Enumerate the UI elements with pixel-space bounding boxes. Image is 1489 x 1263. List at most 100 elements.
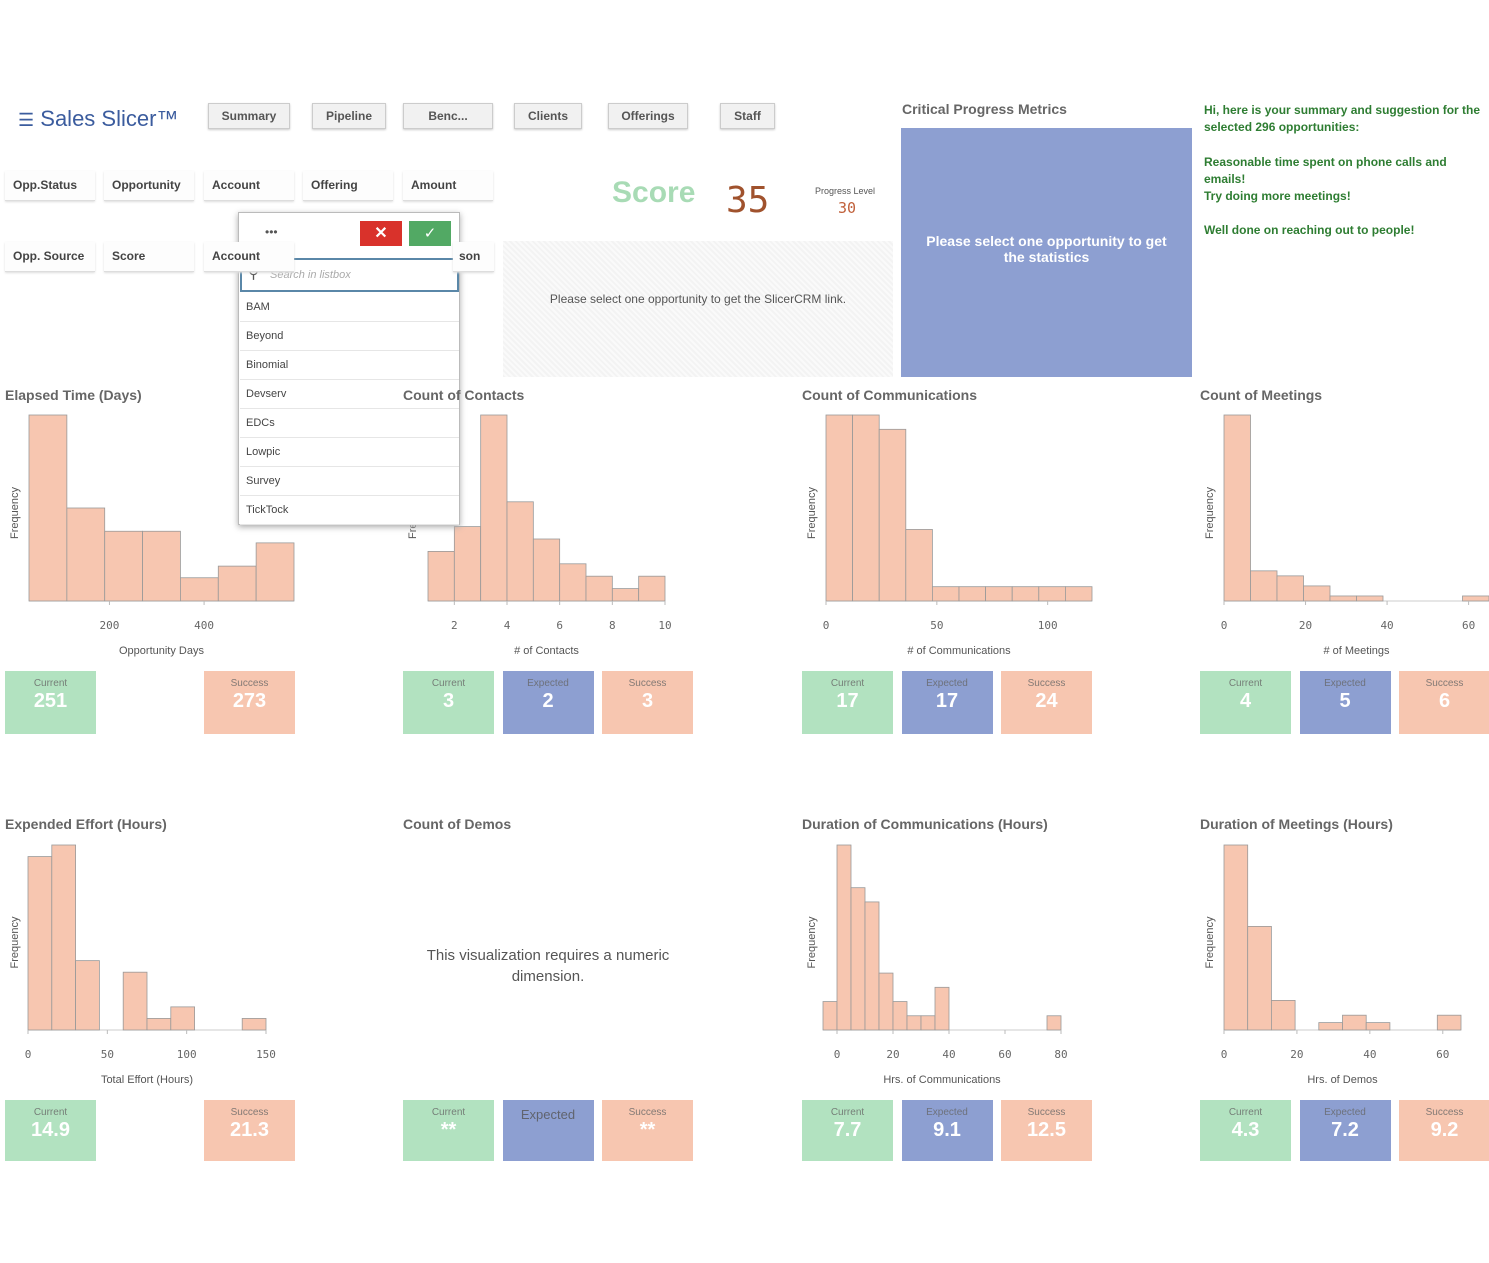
bar bbox=[142, 530, 181, 602]
confirm-button[interactable]: ✓ bbox=[409, 221, 451, 246]
filter-button[interactable]: Offering bbox=[303, 171, 393, 201]
search-box[interactable]: ⚲ Search in listbox bbox=[240, 258, 459, 292]
kpi-label: Current bbox=[431, 678, 466, 689]
kpi-box: Current 7.7 bbox=[802, 1100, 893, 1161]
bar bbox=[892, 1001, 908, 1031]
kpi-box: Success 12.5 bbox=[1001, 1100, 1092, 1161]
kpi-label: Success bbox=[1027, 678, 1066, 689]
filter-button[interactable]: Account bbox=[204, 242, 294, 272]
bar bbox=[1271, 1000, 1296, 1031]
list-item[interactable]: Binomial bbox=[240, 351, 459, 380]
panel-title: Duration of Communications (Hours) bbox=[802, 816, 1048, 832]
link-message: Please select one opportunity to get the… bbox=[503, 241, 893, 377]
list-item[interactable]: Devserv bbox=[240, 380, 459, 409]
x-tick-label: 50 bbox=[101, 1048, 114, 1061]
kpi-value: 7.2 bbox=[1331, 1119, 1359, 1141]
logo: ☰ Sales Slicer™ bbox=[18, 106, 179, 131]
bar bbox=[255, 542, 295, 602]
kpi-value: 21.3 bbox=[230, 1119, 269, 1141]
y-axis-label: Frequency bbox=[1204, 916, 1216, 968]
kpi-box: Current 17 bbox=[802, 671, 893, 734]
list-item[interactable]: TickTock bbox=[240, 496, 459, 525]
menu[interactable]: ••• bbox=[265, 225, 278, 239]
nav-button[interactable]: Offerings bbox=[608, 103, 688, 129]
bar bbox=[146, 1018, 172, 1031]
bar bbox=[934, 986, 950, 1031]
kpi-label: Current bbox=[830, 1107, 865, 1118]
y-axis-label: Frequency bbox=[806, 916, 818, 968]
summary-line: Hi, here is your summary and suggestion … bbox=[1204, 103, 1481, 134]
progress-value: 30 bbox=[838, 199, 857, 217]
y-axis-label: Frequency bbox=[9, 487, 21, 539]
bar bbox=[217, 565, 257, 602]
bar bbox=[559, 563, 587, 602]
list-item[interactable]: EDCs bbox=[240, 409, 459, 438]
x-tick-label: 40 bbox=[1363, 1048, 1376, 1061]
bar bbox=[480, 414, 508, 602]
progress-label: Progress Level bbox=[815, 186, 876, 196]
nav-button[interactable]: Clients bbox=[514, 103, 582, 129]
kpi-value: 12.5 bbox=[1027, 1119, 1066, 1141]
bar bbox=[1436, 1014, 1462, 1031]
kpi-box: Current 251 bbox=[5, 671, 96, 734]
x-axis-label: Total Effort (Hours) bbox=[101, 1074, 193, 1086]
filter-button[interactable]: Score bbox=[104, 242, 194, 272]
bar bbox=[1342, 1014, 1367, 1031]
kpi-box: Current 3 bbox=[403, 671, 494, 734]
list-item[interactable]: Beyond bbox=[240, 322, 459, 351]
nav-button[interactable]: Pipeline bbox=[312, 103, 386, 129]
bar bbox=[958, 586, 987, 602]
nav-button[interactable]: Summary bbox=[208, 103, 290, 129]
filter-button[interactable]: Account bbox=[204, 171, 294, 201]
x-tick-label: 10 bbox=[658, 619, 671, 632]
x-tick-label: 60 bbox=[1462, 619, 1475, 632]
x-tick-label: 100 bbox=[1038, 619, 1058, 632]
kpi-box: Expected 7.2 bbox=[1299, 1100, 1391, 1161]
bar bbox=[932, 586, 960, 602]
filter-button[interactable]: Amount bbox=[403, 171, 493, 201]
bar bbox=[27, 856, 53, 1031]
kpi-box: Success 24 bbox=[1001, 671, 1092, 734]
bar bbox=[920, 1015, 936, 1031]
x-tick-label: 20 bbox=[1299, 619, 1312, 632]
kpi-label: Current bbox=[1228, 1107, 1263, 1118]
summary-line: Well done on reaching out to people! bbox=[1204, 223, 1415, 237]
kpi-value: ** bbox=[440, 1119, 457, 1141]
x-tick-label: 50 bbox=[930, 619, 943, 632]
list-item[interactable]: BAM bbox=[240, 293, 459, 322]
kpi-label: Expected bbox=[520, 1107, 576, 1122]
bar bbox=[427, 551, 455, 602]
kpi-label: Current bbox=[33, 678, 68, 689]
kpi-label: Expected bbox=[926, 678, 968, 689]
x-tick-label: 4 bbox=[504, 619, 511, 632]
y-axis-label: Frequency bbox=[1204, 487, 1216, 539]
kpi-value: 3 bbox=[442, 690, 455, 712]
list-item[interactable]: Survey bbox=[240, 467, 459, 496]
cancel-button[interactable]: ✕ bbox=[360, 221, 402, 246]
bar bbox=[1223, 844, 1249, 1031]
kpi-label: Current bbox=[33, 1107, 68, 1118]
kpi-label: Success bbox=[1425, 1107, 1464, 1118]
nav-button[interactable]: Benc... bbox=[403, 103, 493, 129]
filter-button[interactable]: Opp. Source bbox=[5, 242, 95, 272]
x-axis-label: Opportunity Days bbox=[119, 645, 204, 657]
kpi-box: Current 14.9 bbox=[5, 1100, 96, 1161]
kpi-box: Expected 2 bbox=[502, 671, 594, 734]
panel-message: This visualization requires a numeric di… bbox=[426, 947, 670, 985]
kpi-box: Current 4 bbox=[1200, 671, 1291, 734]
bar bbox=[905, 529, 933, 602]
x-tick-label: 40 bbox=[942, 1048, 955, 1061]
filter-button[interactable]: son bbox=[453, 242, 494, 272]
filter-button[interactable]: Opportunity bbox=[104, 171, 194, 201]
bar bbox=[1329, 595, 1357, 602]
bar bbox=[1011, 586, 1040, 602]
bar bbox=[28, 414, 68, 602]
kpi-value: 251 bbox=[33, 690, 68, 712]
list-item[interactable]: Lowpic bbox=[240, 438, 459, 467]
nav-button[interactable]: Staff bbox=[720, 103, 775, 129]
bar bbox=[864, 901, 880, 1031]
filter-button[interactable]: Opp.Status bbox=[5, 171, 95, 201]
x-tick-label: 0 bbox=[1221, 1048, 1228, 1061]
kpi-box: Success 21.3 bbox=[204, 1100, 295, 1161]
